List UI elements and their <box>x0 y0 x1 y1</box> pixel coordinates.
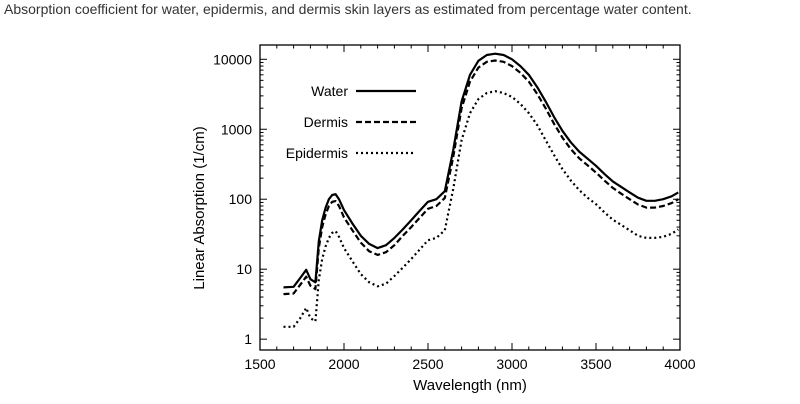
y-tick-label: 10000 <box>213 51 252 67</box>
y-tick-label: 1000 <box>221 121 252 137</box>
figure-caption: Absorption coefficient for water, epider… <box>4 1 692 17</box>
x-tick-label: 2500 <box>412 356 443 372</box>
x-tick-label: 3000 <box>496 356 527 372</box>
x-tick-label: 2000 <box>328 356 359 372</box>
x-tick-label: 3500 <box>580 356 611 372</box>
series-line-water <box>283 52 679 289</box>
axes: 1500 2000 2500 3000 3500 4000 1 10 100 1000 10000 <box>213 45 696 372</box>
plot-frame <box>259 44 681 351</box>
legend-label: Dermis <box>304 114 348 130</box>
series-line-epidermis <box>283 90 679 328</box>
y-tick-label: 100 <box>229 191 253 207</box>
series-lines <box>283 52 679 328</box>
y-axis-label: Linear Absorption (1/cm) <box>191 126 208 289</box>
legend-label: Water <box>311 83 348 99</box>
legend: Water Dermis Epidermis <box>286 83 416 161</box>
series-line-dermis <box>283 59 679 296</box>
legend-label: Epidermis <box>286 145 348 161</box>
x-tick-label: 4000 <box>664 356 695 372</box>
x-tick-label: 1500 <box>244 356 275 372</box>
y-tick-label: 10 <box>236 261 252 277</box>
y-tick-label: 1 <box>244 331 252 347</box>
x-axis-label: Wavelength (nm) <box>413 377 527 394</box>
